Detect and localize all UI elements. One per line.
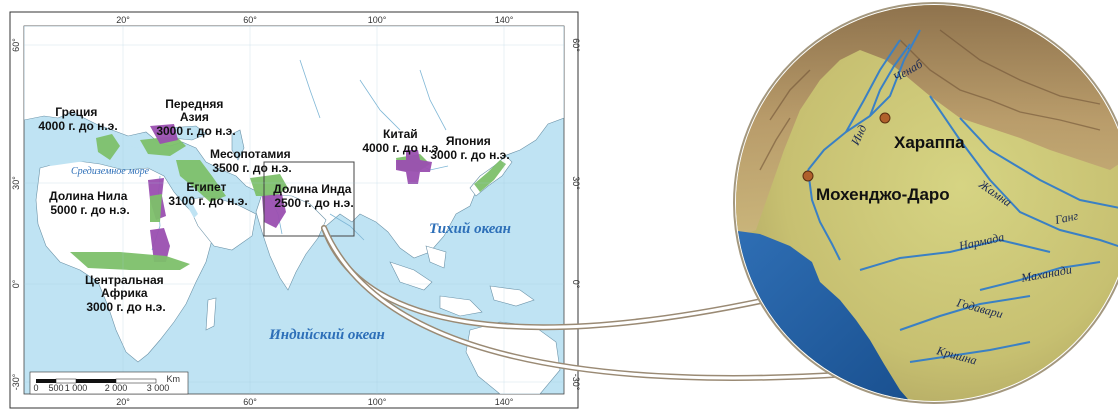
scale-label: 3 000: [147, 383, 170, 393]
scale-bar: Km 0 500 1 000 2 000 3 000: [29, 371, 189, 395]
near-east-region: [150, 124, 178, 144]
himalaya-mountains: [736, 5, 1118, 240]
city-mohenjo-daro: Мохенджо-Даро: [816, 185, 950, 204]
river-gang: Ганг: [1053, 208, 1080, 227]
label-central-africa: Центральная Африка 3000 г. до н.э.: [85, 273, 167, 314]
inset-frame: [263, 161, 355, 237]
lat-ticks-left: 60° 30° 0° -30°: [11, 38, 21, 391]
lat-tick: -30°: [11, 373, 21, 390]
mohenjo-daro-marker: [802, 170, 814, 182]
city-harappa: Хараппа: [894, 133, 965, 152]
lon-tick: 60°: [243, 15, 257, 25]
scale-label: 1 000: [65, 383, 88, 393]
lat-tick: 0°: [11, 279, 21, 288]
label-near-east: Передняя Азия 3000 г. до н.э.: [156, 97, 235, 138]
inset-rivers: [807, 29, 1118, 363]
label-mesopotamia: Месопотамия 3500 г. до н.э.: [210, 147, 294, 175]
label-china: Китай 4000 г. до н.э.: [362, 127, 441, 155]
scale-label: 0: [33, 383, 38, 393]
lon-tick: 20°: [116, 15, 130, 25]
label-egypt: Египет 3100 г. до н.э.: [168, 180, 247, 208]
lat-tick: 0°: [571, 280, 581, 289]
label-nile: Долина Нила 5000 г. до н.э.: [49, 189, 131, 217]
lon-tick: 60°: [243, 397, 257, 407]
red-sea: [170, 176, 198, 218]
label-japan: Япония 3000 г. до н.э.: [430, 134, 509, 162]
harappa-marker: [879, 112, 891, 124]
greece-region: [96, 134, 120, 160]
label-indus: Долина Инда 2500 г. до н.э.: [273, 182, 355, 210]
lat-tick: 30°: [11, 176, 21, 190]
indus-region-purple: [262, 194, 286, 228]
lon-tick: 140°: [495, 15, 514, 25]
lon-tick: 100°: [368, 397, 387, 407]
lat-ticks-right: 60° 30° 0° -30°: [571, 38, 581, 391]
scale-label: 500: [48, 383, 63, 393]
label-pacific: Тихий океан: [429, 221, 511, 237]
label-mediterranean: Средиземное море: [71, 166, 150, 177]
indus-region-green: [250, 174, 288, 196]
sea-islands: [389, 245, 535, 317]
lat-tick: 60°: [571, 38, 581, 52]
world-map: 20° 60° 100° 140° 20° 60° 100° 140° 60° …: [9, 11, 581, 409]
anatolia-region: [140, 136, 186, 156]
madagascar-land: [205, 297, 217, 331]
central-africa-region: [70, 252, 190, 270]
japan-region: [474, 160, 506, 192]
scale-unit: Km: [167, 374, 181, 384]
mountain-ridges: [759, 29, 1101, 171]
label-greece: Греция 4000 г. до н.э.: [38, 105, 117, 133]
caspian-sea: [231, 129, 245, 161]
lat-tick: 30°: [571, 176, 581, 190]
lon-tick: 100°: [368, 15, 387, 25]
mesopotamia-region: [176, 160, 226, 202]
lat-tick: -30°: [571, 374, 581, 391]
china-region-purple: [396, 150, 432, 184]
label-indian: Индийский океан: [268, 327, 385, 343]
nile-region: [150, 228, 170, 262]
lat-tick: 60°: [11, 38, 21, 52]
inset-connector: [321, 225, 853, 381]
inset-map: Ченаб Инд Жамна Ганг Нармада Маханади Го…: [733, 2, 1118, 404]
lon-tick: 20°: [116, 397, 130, 407]
scale-label: 2 000: [105, 383, 128, 393]
nile-green-region: [150, 194, 162, 222]
lon-ticks-bottom: 20° 60° 100° 140°: [116, 397, 514, 407]
lon-tick: 140°: [495, 397, 514, 407]
lon-ticks-top: 20° 60° 100° 140°: [116, 15, 514, 25]
civilization-labels: Греция 4000 г. до н.э. Передняя Азия 300…: [38, 97, 509, 314]
civilization-regions: [70, 124, 506, 270]
